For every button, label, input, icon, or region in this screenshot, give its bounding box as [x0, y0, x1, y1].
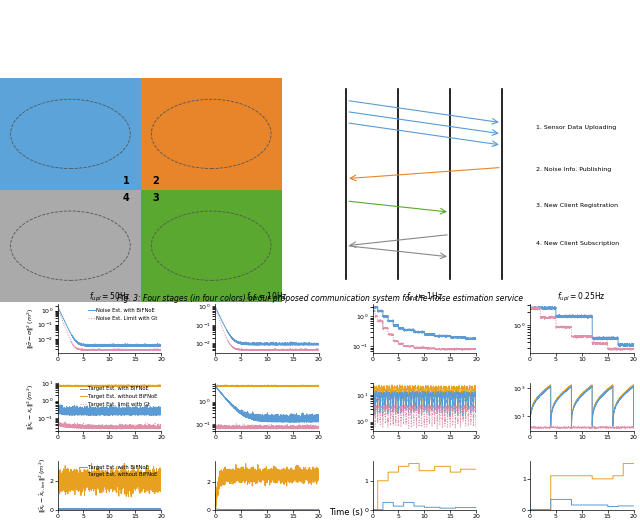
Text: 3: 3 [152, 193, 159, 203]
Bar [0, 78, 141, 190]
Text: 2. Noise Info. Publishing: 2. Noise Info. Publishing [536, 167, 612, 172]
Bar [0, 190, 141, 302]
Bar [141, 190, 282, 302]
Text: 3. New Client Registration: 3. New Client Registration [536, 203, 618, 208]
Bar [141, 78, 282, 190]
Text: 4. New Client Subscription: 4. New Client Subscription [536, 241, 620, 246]
Legend: Target Est. with BiFNoE, Target Est. without BiFNoE, Target Est. limit with Gt: Target Est. with BiFNoE, Target Est. wit… [79, 385, 159, 408]
Title: $f_{upl}=50$Hz: $f_{upl}=50$Hz [88, 291, 131, 304]
Text: 1. Sensor Data Uploading: 1. Sensor Data Uploading [536, 125, 616, 129]
Text: 1: 1 [123, 176, 129, 187]
Title: $f_{upl}=10$Hz: $f_{upl}=10$Hz [246, 291, 288, 304]
Text: 2: 2 [152, 176, 159, 187]
Title: $f_{upl}=1$Hz: $f_{upl}=1$Hz [406, 291, 443, 304]
Title: $f_{upl}=0.25$Hz: $f_{upl}=0.25$Hz [557, 291, 606, 304]
Y-axis label: $\|\hat{\sigma}-\sigma\|^2\,(m^2)$: $\|\hat{\sigma}-\sigma\|^2\,(m^2)$ [26, 308, 36, 349]
Legend: Noise Est. with BiFNoE, Noise Est. Limit with Gt: Noise Est. with BiFNoE, Noise Est. Limit… [87, 307, 159, 321]
Y-axis label: $\|\hat{x}_c-\hat{x}_{c,lim}\|^2\,(m^2)$: $\|\hat{x}_c-\hat{x}_{c,lim}\|^2\,(m^2)$ [38, 458, 48, 513]
Y-axis label: $\|\hat{x}_c-x_c\|^2\,(m^2)$: $\|\hat{x}_c-x_c\|^2\,(m^2)$ [26, 384, 36, 430]
Text: Fig. 3: Four stages (in four colors) of our proposed communication system for th: Fig. 3: Four stages (in four colors) of … [117, 294, 523, 303]
Text: 4: 4 [123, 193, 129, 203]
Text: Time (s): Time (s) [328, 509, 363, 517]
Legend: Target Est. with BiFNoE, Target Est. without BiFNoE: Target Est. with BiFNoE, Target Est. wit… [79, 464, 159, 478]
